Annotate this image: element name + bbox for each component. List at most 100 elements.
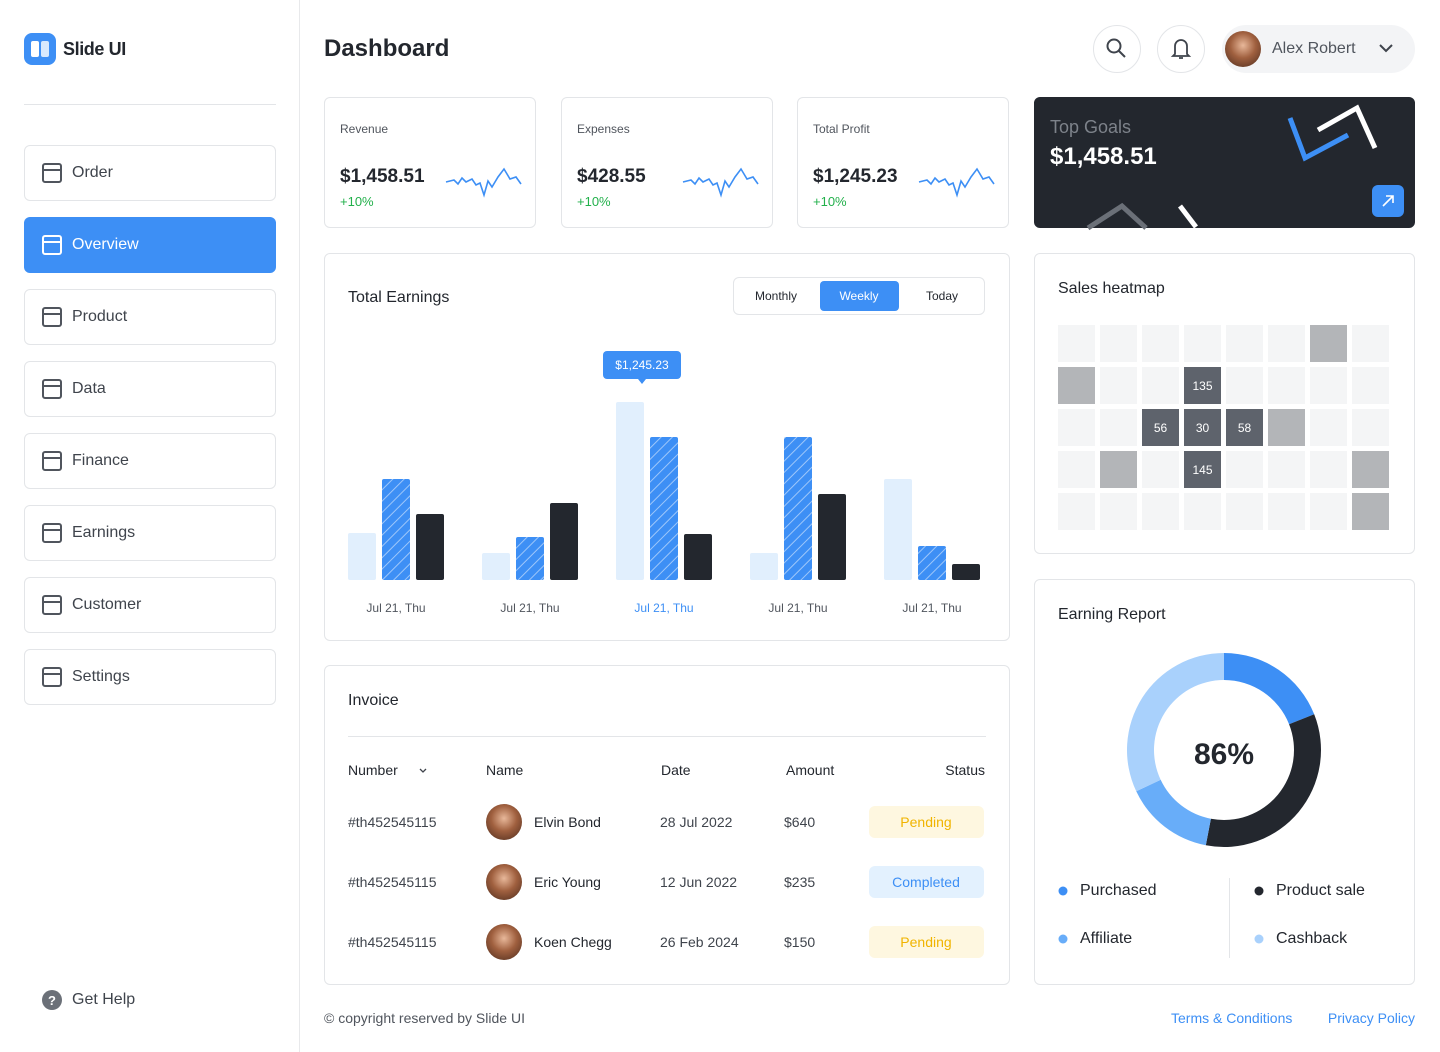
- heatmap-label: 135: [1192, 378, 1213, 393]
- bar: [818, 494, 846, 580]
- heatmap-cell: [1142, 325, 1179, 362]
- legend-label: Affiliate: [1080, 930, 1133, 947]
- status-label: Pending: [900, 934, 952, 950]
- tab[interactable]: Today: [925, 289, 959, 303]
- nav-icon: [42, 451, 62, 471]
- goals-deco: [1178, 204, 1198, 229]
- nav-label[interactable]: Settings: [72, 668, 130, 685]
- heatmap-cell: [1310, 493, 1347, 530]
- tab-active[interactable]: [820, 281, 899, 311]
- heatmap-label: 56: [1153, 420, 1168, 435]
- tab[interactable]: Monthly: [754, 289, 798, 303]
- help-link[interactable]: Get Help: [72, 991, 136, 1008]
- heatmap-cell: [1226, 367, 1263, 404]
- heatmap-cell: [1268, 451, 1305, 488]
- footer-link[interactable]: Privacy Policy: [1327, 1010, 1415, 1026]
- nav-item[interactable]: [24, 433, 276, 489]
- nav-item[interactable]: [24, 145, 276, 201]
- chevron: [1379, 44, 1393, 53]
- heatmap-cell: [1352, 493, 1389, 530]
- nav-icon: [42, 595, 62, 615]
- heatmap-cell: [1058, 367, 1095, 404]
- goals-value: $1,458.51: [1050, 143, 1157, 170]
- heatmap-cell: [1184, 493, 1221, 530]
- x-tick-label: Jul 21, Thu: [366, 601, 426, 615]
- stat-value: $1,245.23: [813, 166, 898, 187]
- help-icon: [42, 990, 62, 1010]
- search-icon: [1106, 38, 1122, 54]
- nav-label[interactable]: Order: [72, 164, 113, 181]
- help-icon-mark: ?: [48, 993, 56, 1008]
- nav-item[interactable]: [24, 505, 276, 561]
- heatmap-cell: [1142, 409, 1179, 446]
- sparkline: [918, 167, 995, 198]
- tab[interactable]: Weekly: [839, 289, 879, 303]
- stat-label: Expenses: [577, 122, 630, 136]
- bar: [750, 553, 778, 580]
- logo-icon: [24, 33, 56, 65]
- customer-avatar: [486, 804, 522, 840]
- stat-label: Revenue: [340, 122, 389, 136]
- search-icon: [1118, 50, 1126, 58]
- heatmap-label: 58: [1237, 420, 1252, 435]
- nav-label[interactable]: Data: [72, 380, 106, 397]
- donut-segment: [1127, 653, 1224, 792]
- stat-change: +10%: [340, 194, 374, 209]
- icon-button[interactable]: [1157, 25, 1205, 73]
- heatmap-cell: [1100, 367, 1137, 404]
- donut-segment: [1136, 779, 1211, 846]
- column-header[interactable]: Number: [348, 762, 398, 778]
- earning-card: [1034, 579, 1415, 985]
- sort-icon: [419, 768, 427, 773]
- bar: [952, 564, 980, 580]
- heatmap-cell: [1310, 409, 1347, 446]
- goals-label: Top Goals: [1050, 117, 1132, 137]
- nav-item[interactable]: [24, 361, 276, 417]
- nav-icon: [42, 523, 62, 543]
- heatmap-cell: [1142, 451, 1179, 488]
- bar: [382, 479, 410, 580]
- status-pill: [869, 926, 984, 958]
- legend-label: Cashback: [1276, 930, 1348, 947]
- heatmap-cell: [1184, 367, 1221, 404]
- nav-item[interactable]: [24, 217, 276, 273]
- nav-label[interactable]: Overview: [72, 236, 139, 253]
- tooltip-label: $1,245.23: [615, 358, 669, 372]
- nav-label[interactable]: Product: [72, 308, 128, 325]
- heatmap-cell: [1352, 409, 1389, 446]
- nav-label[interactable]: Finance: [72, 452, 129, 469]
- bar: [482, 553, 510, 580]
- invoice-amount: $235: [784, 874, 816, 890]
- heatmap-cell: [1100, 325, 1137, 362]
- invoice-number: #th452545115: [348, 874, 437, 890]
- goals-card: [1034, 97, 1415, 228]
- nav-icon: [42, 667, 62, 687]
- heatmap-cell: [1268, 409, 1305, 446]
- heatmap-cell: [1352, 325, 1389, 362]
- nav-item[interactable]: [24, 577, 276, 633]
- user-name[interactable]: Alex Robert: [1272, 40, 1356, 57]
- heatmap-cell: [1142, 493, 1179, 530]
- heatmap-cell: [1268, 493, 1305, 530]
- heatmap-cell: [1310, 451, 1347, 488]
- donut-segment: [1224, 653, 1315, 725]
- heatmap-cell: [1226, 325, 1263, 362]
- nav-item[interactable]: [24, 649, 276, 705]
- nav-icon: [42, 235, 62, 255]
- stat-card: [324, 97, 536, 228]
- x-tick-label: Jul 21, Thu: [634, 601, 694, 615]
- nav-label[interactable]: Earnings: [72, 524, 136, 541]
- column-header: Amount: [786, 762, 835, 778]
- heatmap-cell: [1226, 451, 1263, 488]
- brand-name: Slide UI: [63, 39, 126, 59]
- nav-label[interactable]: Customer: [72, 596, 142, 613]
- icon-button[interactable]: [1093, 25, 1141, 73]
- footer-link[interactable]: Terms & Conditions: [1171, 1010, 1293, 1026]
- heatmap-cell: [1310, 325, 1347, 362]
- heatmap-cell: [1352, 367, 1389, 404]
- legend-label: Purchased: [1080, 882, 1157, 899]
- heatmap-label: 30: [1195, 420, 1210, 435]
- donut-segment: [1205, 714, 1321, 847]
- nav-item[interactable]: [24, 289, 276, 345]
